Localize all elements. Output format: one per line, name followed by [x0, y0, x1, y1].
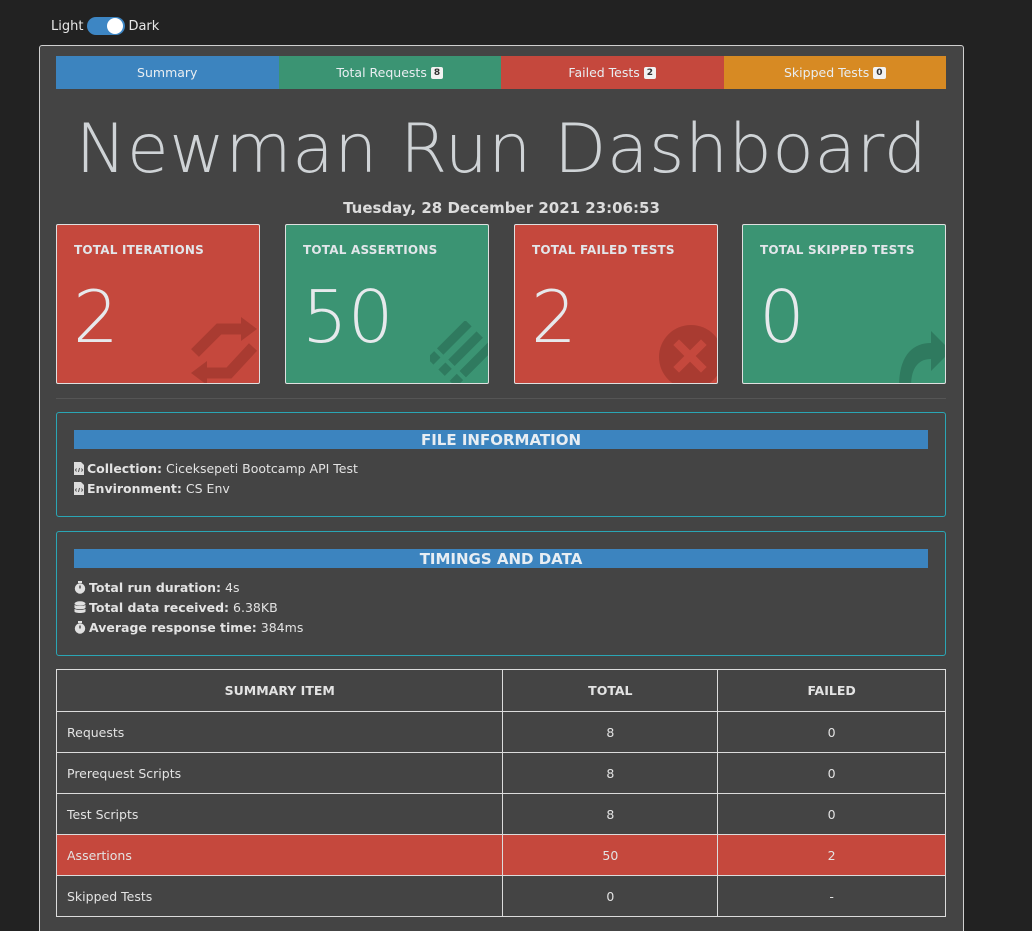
tab-label: Failed Tests [568, 65, 640, 80]
duration-value: 4s [225, 580, 240, 595]
table-row: Requests 8 0 [55, 711, 946, 753]
column-header: SUMMARY ITEM [55, 669, 504, 712]
card-value: 0 [759, 275, 805, 359]
summary-item-cell: Requests [55, 711, 504, 753]
duration-label: Total run duration: [89, 580, 222, 595]
total-cell: 8 [502, 752, 719, 794]
card-total-skipped-tests: TOTAL SKIPPED TESTS 0 [742, 224, 946, 384]
duration-row: Total run duration: 4s [74, 580, 239, 595]
failed-cell: 2 [717, 834, 946, 876]
tab-skipped-tests[interactable]: Skipped Tests 0 [723, 56, 946, 89]
share-icon [899, 331, 945, 383]
card-label: TOTAL FAILED TESTS [532, 243, 675, 257]
count-badge: 0 [873, 66, 886, 79]
dark-label: Dark [128, 18, 160, 34]
environment-value: CS Env [185, 481, 230, 496]
failed-cell: 0 [717, 793, 946, 835]
tab-total-requests[interactable]: Total Requests 8 [278, 56, 501, 89]
table-row: Test Scripts 8 0 [55, 793, 946, 835]
divider [56, 398, 946, 399]
failed-cell: - [717, 875, 946, 917]
theme-switch[interactable] [87, 17, 126, 35]
card-value: 2 [531, 275, 577, 359]
environment-row: Environment: CS Env [74, 481, 230, 496]
dashboard-container: Summary Total Requests 8 Failed Tests 2 … [39, 45, 964, 931]
data-received-row: Total data received: 6.38KB [74, 600, 278, 615]
stopwatch-icon [74, 621, 86, 634]
count-badge: 8 [430, 66, 444, 79]
tab-label: Total Requests [336, 65, 427, 80]
timings-panel: TIMINGS AND DATA Total run duration: 4s … [56, 531, 946, 656]
card-total-failed-tests: TOTAL FAILED TESTS 2 [514, 224, 718, 384]
card-value: 2 [73, 275, 119, 359]
panel-heading: FILE INFORMATION [74, 430, 928, 449]
avg-response-value: 384ms [260, 620, 304, 635]
collection-value: Ciceksepeti Bootcamp API Test [165, 461, 358, 476]
collection-row: Collection: Ciceksepeti Bootcamp API Tes… [74, 461, 358, 476]
card-value: 50 [302, 275, 394, 359]
switch-knob [107, 18, 124, 34]
failed-cell: 0 [717, 752, 946, 794]
tab-summary[interactable]: Summary [56, 56, 279, 89]
nav-tabs: Summary Total Requests 8 Failed Tests 2 … [56, 56, 946, 89]
table-row-failed: Assertions 50 2 [55, 834, 946, 876]
column-header: TOTAL [502, 669, 719, 712]
table-row: Prerequest Scripts 8 0 [55, 752, 946, 794]
run-date: Tuesday, 28 December 2021 23:06:53 [343, 199, 660, 217]
total-cell: 8 [502, 793, 719, 835]
data-received-label: Total data received: [89, 600, 230, 615]
avg-response-row: Average response time: 384ms [74, 620, 303, 635]
summary-item-cell: Test Scripts [55, 793, 504, 835]
times-circle-icon [659, 325, 717, 383]
total-cell: 50 [502, 834, 719, 876]
card-label: TOTAL ITERATIONS [74, 243, 204, 257]
summary-table: SUMMARY ITEM TOTAL FAILED Requests 8 0 P… [55, 669, 946, 917]
collection-label: Collection: [87, 461, 162, 476]
tab-label: Skipped Tests [783, 65, 870, 80]
file-code-icon [74, 482, 84, 495]
tab-label: Summary [137, 65, 198, 80]
file-information-panel: FILE INFORMATION Collection: Ciceksepeti… [56, 412, 946, 517]
card-label: TOTAL SKIPPED TESTS [760, 243, 915, 257]
file-code-icon [74, 462, 84, 475]
total-cell: 0 [502, 875, 719, 917]
card-label: TOTAL ASSERTIONS [303, 243, 438, 257]
card-total-assertions: TOTAL ASSERTIONS 50 [285, 224, 489, 384]
stopwatch-icon [74, 581, 86, 594]
page-title: Newman Run Dashboard [75, 110, 928, 189]
theme-toggle: Light Dark [51, 17, 159, 35]
summary-item-cell: Skipped Tests [55, 875, 504, 917]
summary-item-cell: Prerequest Scripts [55, 752, 504, 794]
database-icon [74, 601, 86, 614]
data-received-value: 6.38KB [233, 600, 278, 615]
avg-response-label: Average response time: [89, 620, 257, 635]
count-badge: 2 [643, 66, 657, 79]
sync-icon [191, 317, 258, 383]
total-cell: 8 [502, 711, 719, 753]
column-header: FAILED [717, 669, 946, 712]
environment-label: Environment: [87, 481, 182, 496]
card-total-iterations: TOTAL ITERATIONS 2 [56, 224, 260, 384]
stat-cards: TOTAL ITERATIONS 2 TOTAL ASSERTIONS 50 [56, 224, 946, 384]
tasks-icon [430, 321, 488, 383]
failed-cell: 0 [717, 711, 946, 753]
summary-item-cell: Assertions [55, 834, 504, 876]
table-row: Skipped Tests 0 - [55, 875, 946, 917]
panel-heading: TIMINGS AND DATA [74, 549, 928, 568]
tab-failed-tests[interactable]: Failed Tests 2 [501, 56, 724, 89]
light-label: Light [51, 18, 84, 34]
table-header-row: SUMMARY ITEM TOTAL FAILED [55, 669, 946, 712]
